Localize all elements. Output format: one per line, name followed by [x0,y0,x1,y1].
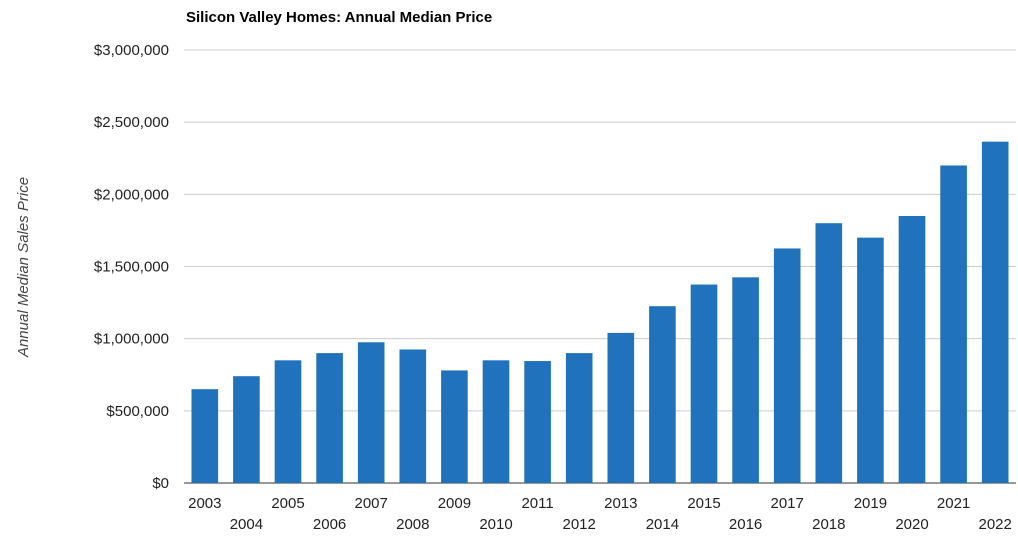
bar-2008 [399,349,427,483]
y-tick-label: $1,000,000 [94,331,169,348]
bar-2013 [607,332,635,483]
x-tick-label: 2006 [313,516,346,533]
x-tick-label: 2019 [854,495,887,512]
y-tick-label: $2,500,000 [94,114,169,131]
bar-2012 [565,353,593,483]
bar-2007 [357,342,385,483]
bar-2005 [274,360,302,483]
x-tick-label: 2010 [479,516,512,533]
bar-2003 [191,389,219,483]
bar-2019 [857,237,884,483]
x-tick-label: 2008 [396,516,429,533]
bar-2011 [524,361,551,483]
x-tick-label: 2015 [687,495,720,512]
x-tick-label: 2013 [604,495,637,512]
y-tick-label: $500,000 [106,403,169,420]
bar-2014 [649,306,676,483]
x-tick-label: 2020 [895,516,928,533]
x-tick-label: 2005 [271,495,304,512]
x-tick-label: 2021 [937,495,970,512]
x-tick-label: 2022 [979,516,1012,533]
bar-2016 [732,277,759,483]
x-tick-label: 2014 [646,516,679,533]
x-tick-label: 2009 [438,495,471,512]
bars [191,141,1009,484]
x-tick-label: 2012 [563,516,596,533]
x-tick-label: 2011 [521,495,553,512]
x-axis-ticks: 2003 2004 2005 2006 2007 2008 2009 2010 2011 2012… [188,495,1012,533]
y-tick-label: $0 [152,475,169,492]
y-tick-label: $2,000,000 [94,186,169,203]
y-tick-label: $1,500,000 [94,259,169,276]
y-axis-ticks: $0 $500,000 $1,000,000 $1,500,000 $2,000,000… [94,42,169,492]
chart-title: Silicon Valley Homes: Annual Median Pric… [186,9,492,26]
bar-2021 [940,165,967,483]
x-tick-label: 2007 [355,495,388,512]
bar-2010 [482,360,510,483]
bar-2017 [773,248,801,483]
x-tick-label: 2004 [230,516,263,533]
bar-2009 [441,370,468,483]
bar-2022 [981,141,1009,483]
x-tick-label: 2016 [729,516,762,533]
bar-2004 [233,376,260,483]
y-tick-label: $3,000,000 [94,42,169,59]
bar-2006 [316,353,343,483]
gridlines [184,49,1016,484]
x-tick-label: 2017 [771,495,804,512]
bar-2020 [898,215,926,484]
bar-2015 [690,284,718,483]
bar-2018 [815,223,843,483]
y-axis-title: Annual Median Sales Price [15,177,32,358]
x-tick-label: 2018 [812,516,845,533]
x-tick-label: 2003 [188,495,221,512]
